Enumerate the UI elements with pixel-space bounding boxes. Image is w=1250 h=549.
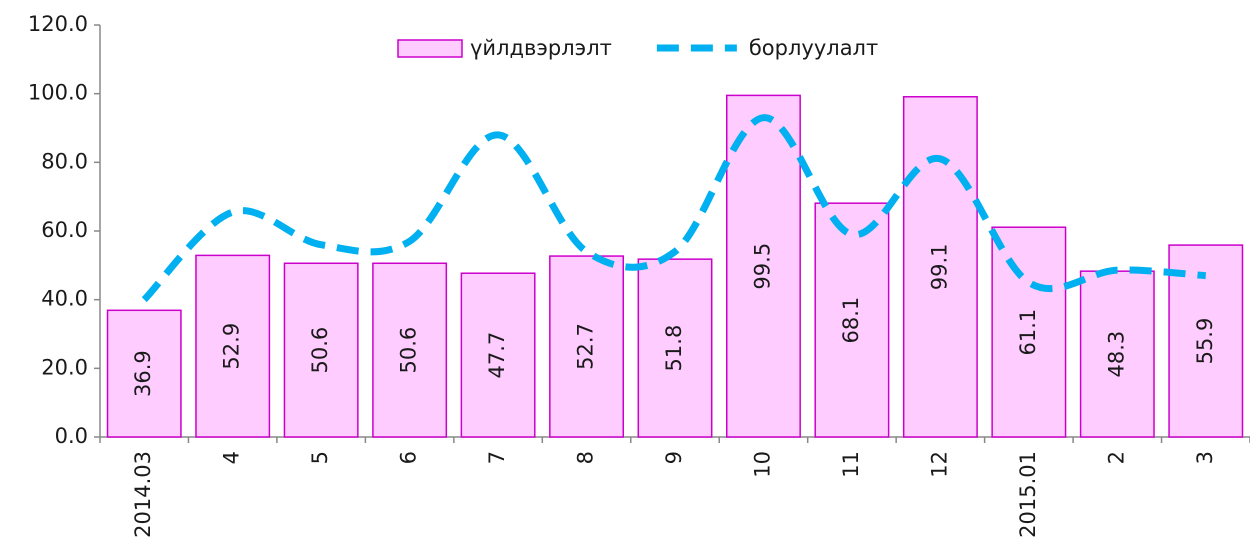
legend-label: үйлдвэрлэлт <box>470 36 612 60</box>
x-tick-label: 12 <box>927 451 951 478</box>
bar-value-label: 48.3 <box>1104 331 1128 378</box>
bar-value-label: 55.9 <box>1193 318 1217 365</box>
legend-label: борлуулалт <box>749 36 878 60</box>
y-tick-label: 60.0 <box>41 218 88 242</box>
bar-value-label: 99.1 <box>927 243 951 290</box>
x-tick-label: 9 <box>662 451 686 464</box>
bar-value-label: 52.9 <box>220 323 244 370</box>
bar <box>902 96 978 438</box>
bar <box>283 262 359 438</box>
x-tick-label: 4 <box>220 451 244 464</box>
bar-value-label: 52.7 <box>574 323 598 370</box>
bar <box>991 226 1067 438</box>
x-tick-label: 2015.01 <box>1016 451 1040 538</box>
bar <box>195 254 271 438</box>
y-tick-label: 80.0 <box>41 149 88 173</box>
x-tick-label: 2014.03 <box>131 451 155 538</box>
x-tick-label: 6 <box>397 451 421 464</box>
bar-value-label: 99.5 <box>750 243 774 290</box>
x-tick-label: 10 <box>750 451 774 478</box>
bar <box>460 272 536 438</box>
y-tick-label: 40.0 <box>41 287 88 311</box>
bar <box>549 255 624 438</box>
y-tick-label: 100.0 <box>28 81 88 105</box>
bar-value-label: 51.8 <box>662 325 686 372</box>
bar-value-label: 47.7 <box>485 332 509 379</box>
x-tick-label: 5 <box>308 451 332 464</box>
x-tick-label: 11 <box>839 451 863 478</box>
bar <box>637 258 713 438</box>
x-tick-label: 7 <box>485 451 509 464</box>
bar-value-label: 50.6 <box>397 327 421 374</box>
bar <box>1168 244 1244 438</box>
bar-value-label: 36.9 <box>131 350 155 397</box>
x-tick-label: 2 <box>1104 451 1128 464</box>
bar-value-label: 61.1 <box>1016 309 1040 356</box>
line <box>141 114 1206 303</box>
bar <box>814 202 890 438</box>
y-tick-label: 20.0 <box>41 355 88 379</box>
bar-value-label: 50.6 <box>308 327 332 374</box>
y-tick-label: 120.0 <box>28 12 88 36</box>
bar <box>106 309 182 438</box>
bar-value-label: 68.1 <box>839 297 863 344</box>
y-tick-label: 0.0 <box>55 424 88 448</box>
bar <box>726 94 801 438</box>
legend-swatch <box>397 39 463 58</box>
bar <box>1079 270 1155 438</box>
x-tick-label: 8 <box>574 451 598 464</box>
bar <box>372 262 448 438</box>
x-tick-label: 3 <box>1193 451 1217 464</box>
